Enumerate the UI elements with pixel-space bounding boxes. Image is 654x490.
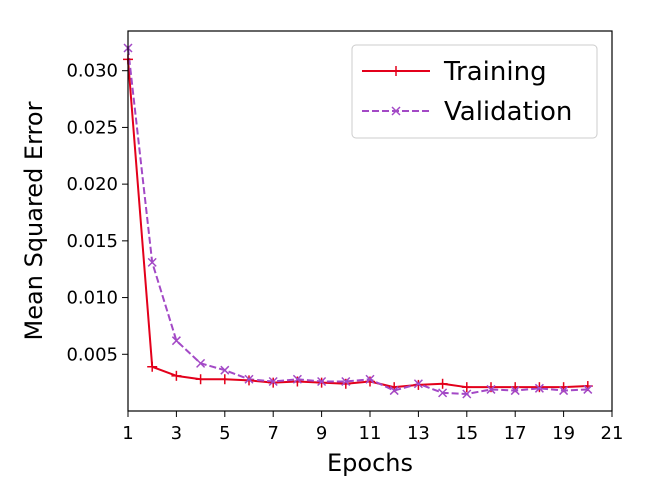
training-point — [292, 376, 303, 387]
training-point — [316, 377, 327, 388]
validation-point — [534, 383, 544, 393]
validation-point — [413, 379, 423, 389]
y-tick-label: 0.020 — [66, 174, 118, 195]
x-tick-label: 21 — [601, 423, 624, 444]
validation-point — [220, 365, 230, 375]
training-point — [534, 382, 545, 393]
legend-marker-symbol — [391, 66, 401, 76]
y-tick-label: 0.030 — [66, 61, 118, 82]
validation-point — [171, 336, 181, 346]
training-point — [413, 379, 424, 390]
y-tick-label: 0.015 — [66, 231, 118, 252]
validation-point — [292, 374, 302, 384]
validation-point — [317, 376, 327, 387]
validation-point — [341, 376, 351, 387]
validation-point — [583, 384, 593, 394]
validation-point — [438, 388, 448, 398]
validation-point — [486, 384, 496, 394]
x-tick-label: 1 — [122, 423, 133, 444]
y-tick-label: 0.010 — [66, 288, 118, 309]
training-point — [365, 376, 375, 387]
validation-point — [244, 374, 254, 384]
validation-point — [365, 374, 375, 384]
training-point — [268, 377, 279, 388]
validation-point — [559, 386, 569, 396]
validation-point — [268, 376, 278, 387]
x-tick-label: 17 — [504, 423, 527, 444]
y-tick-label: 0.025 — [66, 117, 118, 138]
y-axis-ticks: 0.005 0.010 0.015 0.020 0.025 0.030 — [66, 61, 128, 365]
x-axis-ticks: 1 3 5 7 9 11 13 15 17 19 21 — [122, 411, 623, 444]
training-point — [219, 374, 230, 385]
training-point — [340, 378, 351, 389]
validation-point — [389, 386, 399, 396]
legend-marker-training — [391, 66, 401, 76]
x-tick-label: 5 — [219, 423, 230, 444]
legend-label-validation: Validation — [444, 97, 572, 127]
y-tick-label: 0.005 — [66, 344, 118, 365]
legend: Training Validation — [351, 44, 598, 139]
validation-point — [147, 257, 157, 267]
legend-label-training: Training — [443, 57, 547, 87]
validation-series-line — [127, 47, 588, 395]
validation-point — [510, 386, 520, 396]
plot-markers — [123, 43, 593, 399]
training-point — [461, 382, 472, 393]
x-axis-title: Epochs — [327, 449, 413, 477]
validation-point — [462, 389, 472, 399]
legend-marker-validation — [391, 106, 401, 116]
x-tick-label: 11 — [359, 423, 382, 444]
x-tick-label: 7 — [267, 423, 278, 444]
training-point — [437, 378, 448, 389]
training-point — [147, 361, 158, 372]
x-tick-label: 9 — [316, 423, 327, 444]
x-tick-label: 15 — [455, 423, 478, 444]
validation-point — [196, 358, 206, 368]
training-point — [171, 370, 182, 381]
training-point — [244, 375, 254, 386]
legend-marker-symbol — [391, 106, 401, 116]
y-axis-title: Mean Squared Error — [20, 101, 48, 340]
x-tick-label: 3 — [171, 423, 182, 444]
legend-box — [351, 44, 598, 139]
training-point — [486, 382, 496, 393]
training-point — [195, 374, 206, 385]
x-tick-label: 19 — [552, 423, 575, 444]
x-tick-label: 13 — [407, 423, 430, 444]
